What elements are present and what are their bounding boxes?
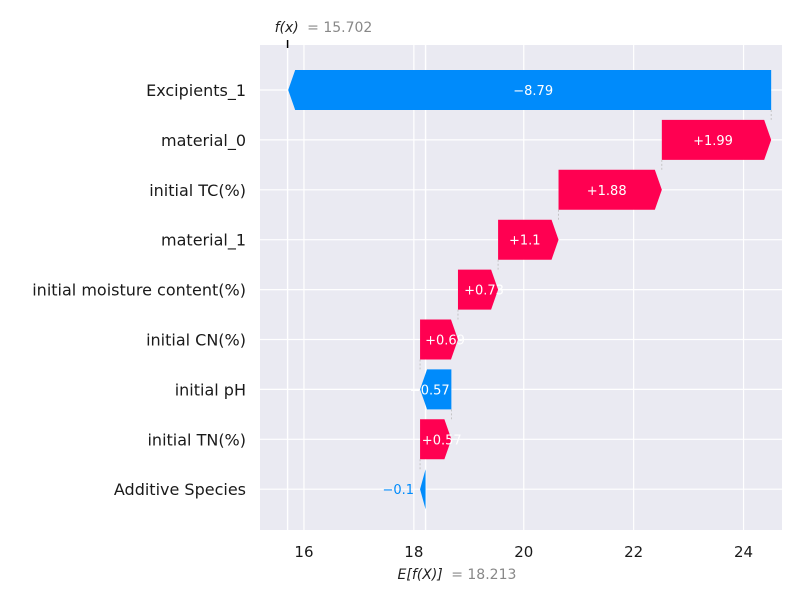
bar-4 (498, 219, 559, 260)
bar-1 (288, 70, 772, 110)
feature-label: material_1 (161, 231, 246, 251)
bar-3 (558, 169, 662, 210)
bar-value-label: +1.1 (509, 234, 541, 249)
bar-value-label: +0.57 (422, 433, 462, 448)
x-tick-label: 16 (294, 543, 313, 561)
bar-value-label: +0.73 (464, 284, 504, 299)
feature-label: Excipients_1 (146, 81, 246, 101)
bar-value-label: +1.88 (587, 184, 627, 199)
bars: −8.79 +1.99 +1.88 +1.1 +0.73 +0.69 −0.57 +0.57 −… (288, 70, 772, 510)
efx-annotation: E[f(X)] = 18.213 (398, 567, 517, 583)
bar-value-label: −0.57 (410, 383, 450, 398)
bar-9 (420, 469, 426, 510)
feature-label: initial TN(%) (147, 430, 246, 449)
grid (260, 45, 782, 530)
fx-value: = 15.702 (307, 20, 372, 36)
x-tick-label: 24 (734, 543, 753, 561)
efx-label: E[f(X)] (398, 567, 443, 583)
bar-5 (457, 269, 499, 310)
x-ticks: 16 18 20 22 24 (294, 543, 753, 561)
efx-value: = 18.213 (451, 567, 516, 583)
fx-label: f(x) (275, 20, 299, 36)
feature-label: material_0 (161, 131, 246, 151)
plot-background (260, 45, 782, 530)
bar-8 (420, 419, 452, 460)
x-tick-label: 22 (624, 543, 643, 561)
bar-6 (420, 319, 458, 360)
feature-label: initial moisture content(%) (32, 281, 246, 300)
feature-label: initial TC(%) (149, 181, 246, 200)
x-tick-label: 18 (404, 543, 423, 561)
feature-label: initial CN(%) (146, 331, 246, 350)
bar-value-label: −8.79 (513, 84, 553, 99)
feature-label: Additive Species (114, 480, 246, 499)
feature-label: initial pH (175, 380, 246, 399)
fx-annotation: f(x) = 15.702 (275, 20, 373, 36)
bar-7 (420, 369, 452, 410)
bar-value-label: +1.99 (693, 134, 733, 149)
bar-2 (661, 119, 772, 160)
bar-value-label: +0.69 (425, 334, 465, 349)
bar-value-label: −0.1 (382, 483, 414, 498)
x-tick-label: 20 (514, 543, 533, 561)
